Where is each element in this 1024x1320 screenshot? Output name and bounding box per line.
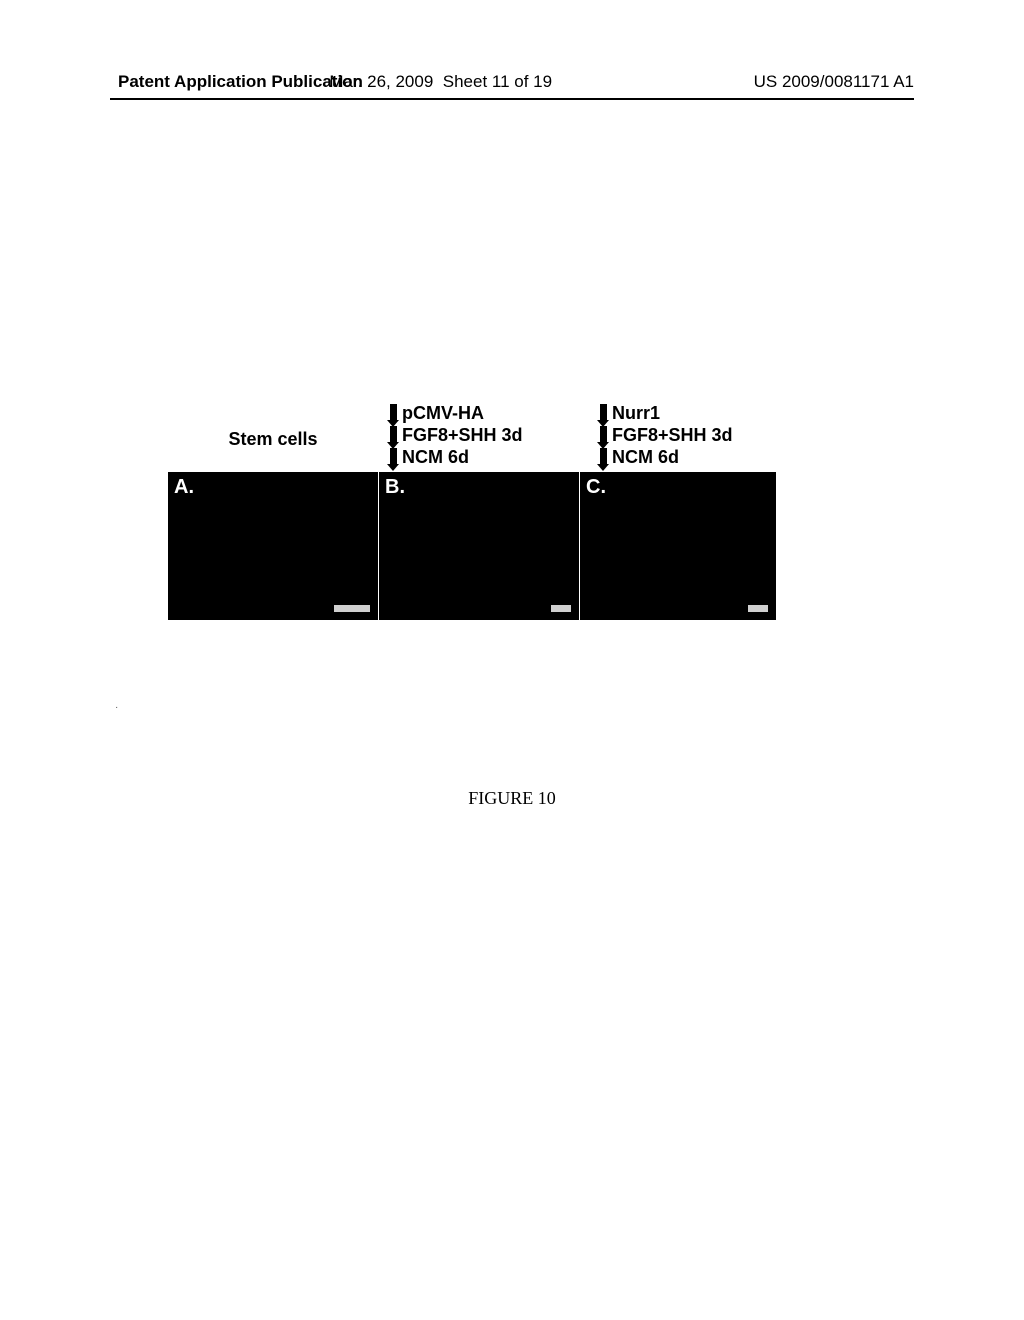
label-column-2: pCMV-HA FGF8+SHH 3d NCM 6d <box>378 402 588 468</box>
figure-container: Stem cells pCMV-HA FGF8+SHH 3d NCM 6d Nu… <box>168 390 854 620</box>
label-column-3: Nurr1 FGF8+SHH 3d NCM 6d <box>588 402 788 468</box>
panels-row: A. B. C. <box>168 472 854 620</box>
arrow-down-icon <box>390 404 397 422</box>
labels-row: Stem cells pCMV-HA FGF8+SHH 3d NCM 6d Nu… <box>168 390 854 468</box>
arrow-down-icon <box>600 448 607 466</box>
label-col2-line3: NCM 6d <box>390 446 588 468</box>
label-col3-line1: Nurr1 <box>600 402 788 424</box>
label-col2-line2: FGF8+SHH 3d <box>390 424 588 446</box>
arrow-down-icon <box>600 426 607 444</box>
header-sheet: Sheet 11 of 19 <box>443 72 552 91</box>
panel-b: B. <box>379 472 579 620</box>
scale-bar-a <box>334 605 370 612</box>
panel-c-label: C. <box>586 476 606 499</box>
arrow-down-icon <box>390 426 397 444</box>
panel-a: A. <box>168 472 378 620</box>
figure-caption: FIGURE 10 <box>0 788 1024 809</box>
artifact-dot: · <box>115 702 118 713</box>
page-header: Patent Application Publication Mar. 26, … <box>0 72 1024 92</box>
panel-b-label: B. <box>385 476 405 499</box>
header-date: Mar. 26, 2009 <box>329 72 433 91</box>
label-col3-line3: NCM 6d <box>600 446 788 468</box>
label-col3-line2: FGF8+SHH 3d <box>600 424 788 446</box>
label-column-1: Stem cells <box>168 428 378 468</box>
label-col2-line1: pCMV-HA <box>390 402 588 424</box>
header-date-sheet: Mar. 26, 2009 Sheet 11 of 19 <box>329 72 552 92</box>
arrow-down-icon <box>600 404 607 422</box>
label-stem-cells: Stem cells <box>228 428 317 450</box>
header-publication-number: US 2009/0081171 A1 <box>754 72 914 92</box>
header-publication-type: Patent Application Publication <box>118 72 363 92</box>
panel-c: C. <box>580 472 776 620</box>
arrow-down-icon <box>390 448 397 466</box>
header-divider <box>110 98 914 100</box>
panel-a-label: A. <box>174 476 194 499</box>
scale-bar-b <box>551 605 571 612</box>
scale-bar-c <box>748 605 768 612</box>
